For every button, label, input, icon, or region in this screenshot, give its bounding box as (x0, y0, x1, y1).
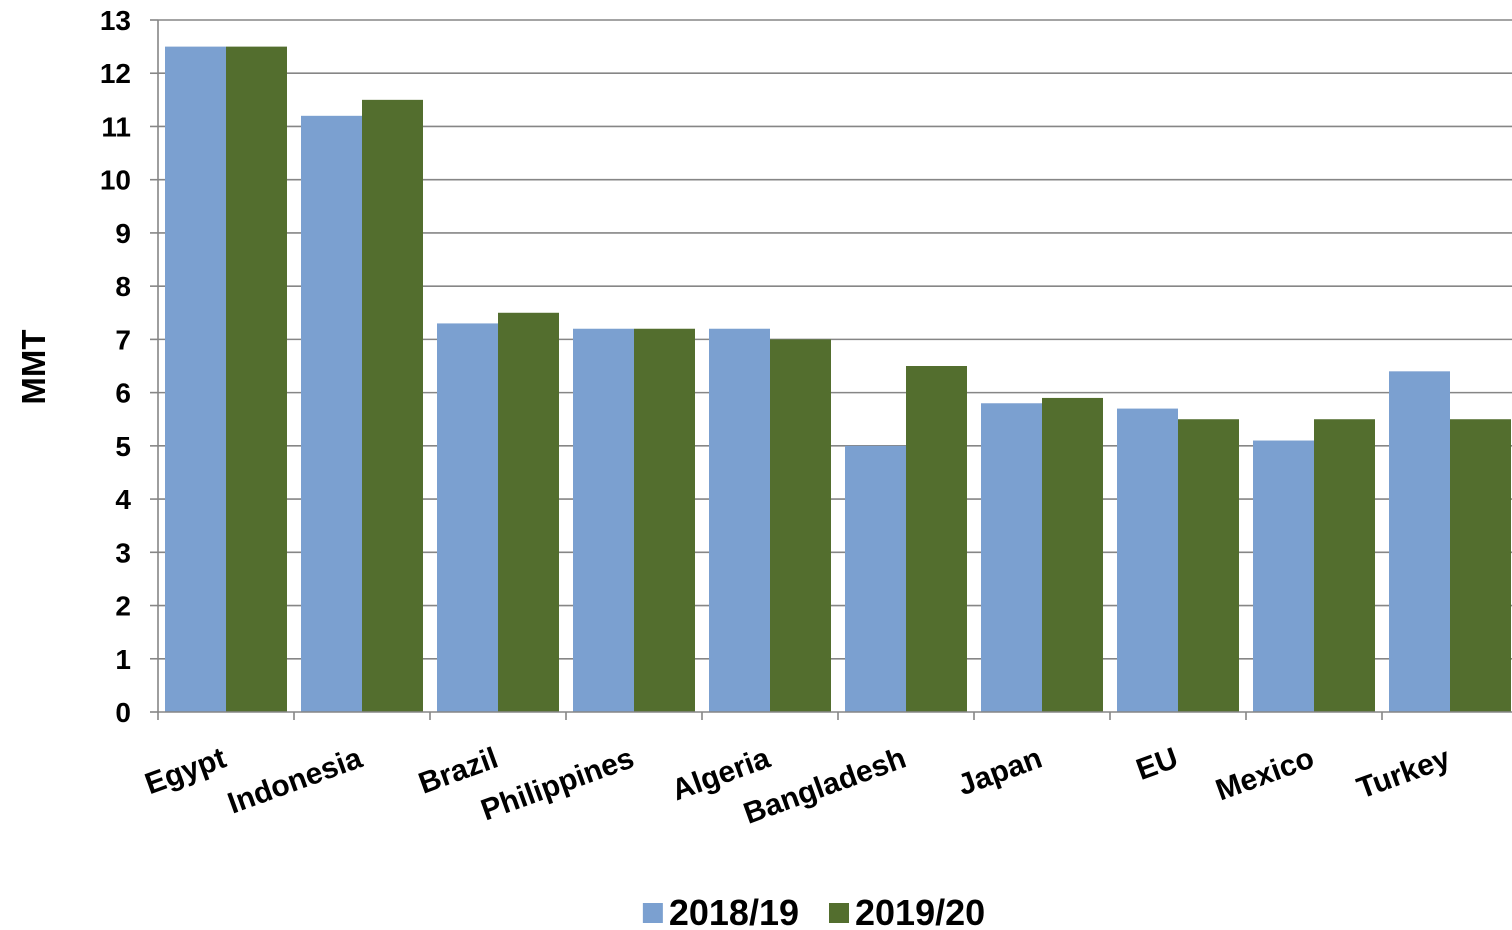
bar-japan-2018-19 (981, 403, 1042, 712)
y-tick-label: 10 (100, 165, 131, 196)
category-label-eu: EU (1132, 742, 1182, 787)
legend-label: 2018/19 (669, 892, 799, 930)
legend-item-2018-19: 2018/19 (642, 892, 799, 930)
y-tick-label: 6 (115, 378, 131, 409)
y-tick-label: 4 (115, 484, 131, 515)
bar-turkey-2018-19 (1389, 371, 1450, 712)
y-tick-label: 7 (115, 324, 131, 355)
bar-indonesia-2019-20 (362, 99, 423, 713)
bar-indonesia-2018-19 (301, 115, 362, 713)
legend-swatch (642, 903, 663, 923)
bar-egypt-2019-20 (226, 46, 287, 713)
y-tick-label: 5 (115, 431, 131, 462)
bar-mexico-2018-19 (1253, 440, 1314, 712)
bars (165, 46, 1511, 713)
legend-label: 2019/20 (855, 892, 985, 930)
y-tick-label: 8 (115, 271, 131, 302)
legend-swatch (829, 903, 849, 923)
bar-mexico-2019-20 (1314, 419, 1375, 712)
bar-philippines-2018-19 (573, 328, 634, 712)
bar-bangladesh-2018-19 (845, 445, 906, 712)
bar-eu-2018-19 (1117, 408, 1178, 712)
y-tick-label: 2 (115, 591, 131, 622)
y-tick-label: 9 (115, 218, 131, 249)
bar-turkey-2019-20 (1450, 419, 1511, 712)
y-tick-label: 1 (115, 644, 131, 675)
y-tick-label: 0 (115, 697, 131, 728)
legend-item-2019-20: 2019/20 (829, 892, 985, 930)
bar-algeria-2018-19 (709, 328, 770, 712)
legend: 2018/19 2019/20 (642, 892, 985, 930)
category-label-mexico: Mexico (1212, 742, 1319, 808)
category-label-indonesia: Indonesia (224, 741, 367, 820)
bar-algeria-2019-20 (770, 339, 831, 712)
bar-bangladesh-2019-20 (906, 366, 967, 712)
bar-egypt-2018-19 (165, 46, 226, 713)
y-tick-label: 11 (101, 111, 131, 142)
bar-brazil-2019-20 (498, 312, 559, 712)
bar-philippines-2019-20 (634, 328, 695, 712)
category-label-philippines: Philippines (477, 742, 639, 828)
bar-japan-2019-20 (1042, 397, 1103, 712)
y-tick-label: 13 (100, 5, 131, 36)
y-tick-label: 3 (115, 537, 131, 568)
bar-eu-2019-20 (1178, 419, 1239, 712)
y-axis-title: MMT (15, 329, 52, 404)
axes (150, 19, 1512, 720)
category-label-egypt: Egypt (141, 742, 231, 802)
category-label-turkey: Turkey (1353, 741, 1455, 805)
y-tick-label: 12 (100, 58, 131, 89)
bar-brazil-2018-19 (437, 323, 498, 712)
category-label-japan: Japan (954, 742, 1047, 803)
